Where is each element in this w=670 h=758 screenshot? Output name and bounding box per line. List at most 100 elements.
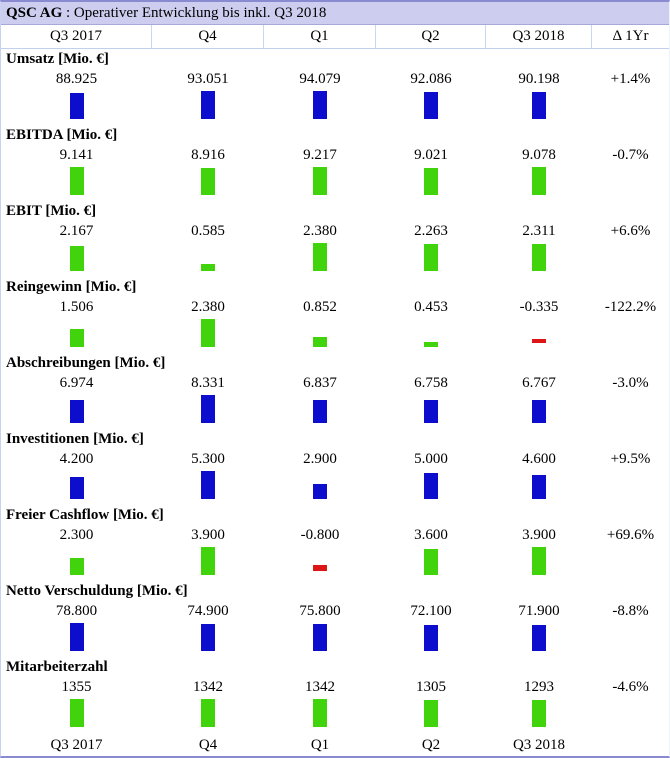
bar-cell	[1, 469, 152, 505]
footer-label-q3-2017: Q3 2017	[50, 737, 103, 753]
value-bar	[69, 93, 84, 119]
value-bar	[532, 92, 546, 119]
metric-value: 4.200	[59, 451, 94, 467]
value-bar	[424, 700, 438, 727]
metric-value: 5.000	[414, 451, 448, 467]
value-bar	[201, 471, 215, 499]
metric-unit: [Mio. €]	[89, 431, 144, 447]
metric-value: 8.331	[191, 375, 225, 391]
metric-value: 2.300	[59, 527, 94, 543]
metric-label: Netto Verschuldung [Mio. €]	[1, 581, 669, 601]
value-bar	[69, 623, 84, 651]
metric-name: Umsatz	[6, 51, 55, 67]
metric-block: Investitionen [Mio. €] 4.200 5.300 2.900 5.0…	[1, 429, 669, 505]
bar-cell	[264, 317, 376, 353]
metric-value: 6.767	[522, 375, 556, 391]
metric-name: EBIT	[6, 203, 42, 219]
delta-1yr-value: -122.2%	[604, 299, 657, 315]
metric-unit: [Mio. €]	[133, 583, 188, 599]
metric-unit: [Mio. €]	[54, 51, 109, 67]
bar-cell	[264, 545, 376, 581]
metric-label: Abschreibungen [Mio. €]	[1, 353, 669, 373]
bar-cell	[486, 89, 592, 125]
bar-cell	[152, 317, 264, 353]
bar-cell	[152, 165, 264, 201]
metric-unit: [Mio. €]	[62, 127, 118, 143]
value-bar	[424, 625, 438, 651]
value-bar	[313, 624, 327, 651]
value-bar	[424, 92, 438, 119]
column-header-q2: Q2	[376, 25, 486, 48]
value-bar	[313, 699, 327, 727]
metric-value: 93.051	[187, 71, 229, 87]
value-bar	[201, 168, 215, 195]
metric-bars-row	[1, 89, 669, 125]
metric-block: Reingewinn [Mio. €] 1.506 2.380 0.852 0.453 -…	[1, 277, 669, 353]
metric-value: -0.800	[300, 527, 340, 543]
bar-cell	[1, 317, 152, 353]
metric-value: 2.900	[303, 451, 337, 467]
bar-cell	[152, 621, 264, 657]
value-bar	[532, 400, 546, 423]
column-header-q4: Q4	[152, 25, 264, 48]
metric-value: 88.925	[55, 71, 98, 87]
metric-value: 1342	[193, 679, 223, 695]
delta-column-header: Δ 1Yr	[612, 28, 649, 44]
metric-block: Umsatz [Mio. €] 88.925 93.051 94.079 92.086 9…	[1, 49, 669, 125]
metric-value: 74.900	[187, 603, 229, 619]
metric-value: 75.800	[299, 603, 341, 619]
delta-1yr-value: -3.0%	[612, 375, 649, 391]
bar-cell	[486, 469, 592, 505]
bar-cell	[486, 621, 592, 657]
metric-value: 2.263	[414, 223, 448, 239]
delta-1yr-value: +69.6%	[606, 527, 655, 543]
metric-value: 2.167	[59, 223, 94, 239]
value-bar	[201, 547, 215, 575]
negative-value-bar	[313, 565, 327, 571]
footer-label-q3-2018: Q3 2018	[512, 737, 566, 753]
metric-name: Mitarbeiterzahl	[6, 659, 108, 675]
bar-cell-empty	[592, 241, 669, 277]
value-bar	[201, 395, 215, 423]
value-bar	[532, 244, 546, 271]
metric-name: Abschreibungen	[6, 355, 111, 371]
metric-value: -0.335	[519, 299, 559, 315]
metric-block: Abschreibungen [Mio. €] 6.974 8.331 6.837 6.…	[1, 353, 669, 429]
value-bar	[424, 168, 438, 195]
delta-1yr-value: +6.6%	[610, 223, 651, 239]
metric-value: 8.916	[191, 147, 225, 163]
metric-value: 3.600	[414, 527, 448, 543]
metric-value: 6.974	[59, 375, 94, 391]
value-bar	[313, 243, 327, 271]
bar-cell	[264, 241, 376, 277]
metric-bars-row	[1, 317, 669, 353]
metric-values-row: 88.925 93.051 94.079 92.086 90.198 +1.4%	[1, 69, 669, 89]
metric-block: EBIT [Mio. €] 2.167 0.585 2.380 2.263 2.311 +6…	[1, 201, 669, 277]
metric-name: Reingewinn	[6, 279, 82, 295]
metric-name: EBITDA	[6, 127, 63, 143]
delta-1yr-value: -8.8%	[612, 603, 649, 619]
value-bar	[424, 549, 438, 575]
metric-block: Mitarbeiterzahl 1355 1342 1342 1305 1293 -4.6%	[1, 657, 669, 733]
value-bar	[69, 558, 84, 575]
metric-value: 0.453	[414, 299, 448, 315]
value-bar	[424, 244, 438, 271]
value-bar	[201, 264, 215, 271]
bar-cell-empty	[592, 317, 669, 353]
metric-values-row: 2.300 3.900 -0.800 3.600 3.900 +69.6%	[1, 525, 669, 545]
bar-cell-empty	[592, 393, 669, 429]
metric-values-row: 1.506 2.380 0.852 0.453 -0.335 -122.2%	[1, 297, 669, 317]
metric-values-row: 9.141 8.916 9.217 9.021 9.078 -0.7%	[1, 145, 669, 165]
value-bar	[69, 400, 84, 423]
bar-cell-empty	[592, 165, 669, 201]
metric-bars-row	[1, 697, 669, 733]
metric-label: Reingewinn [Mio. €]	[1, 277, 669, 297]
metric-bars-row	[1, 621, 669, 657]
bar-cell	[1, 393, 152, 429]
bar-cell	[264, 89, 376, 125]
bar-cell	[376, 317, 486, 353]
metric-bars-row	[1, 241, 669, 277]
value-bar	[532, 547, 546, 575]
column-header-q1: Q1	[264, 25, 376, 48]
bar-cell-empty	[592, 697, 669, 733]
